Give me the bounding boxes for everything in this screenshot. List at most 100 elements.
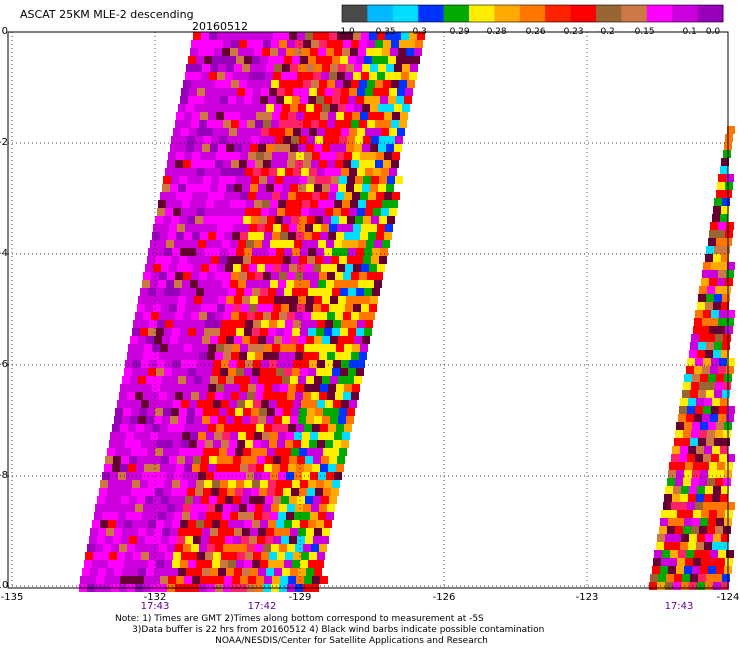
swath-cell	[273, 224, 281, 232]
swath-cell	[197, 552, 205, 560]
swath-cell	[272, 232, 280, 240]
swath-cell	[335, 312, 343, 320]
swath-cell	[716, 190, 724, 198]
swath-cell	[254, 48, 262, 56]
swath-cell	[146, 528, 154, 536]
swath-cell	[219, 448, 227, 456]
swath-cell	[327, 312, 335, 320]
swath-cell	[297, 224, 305, 232]
swath-cell	[314, 296, 322, 304]
swath-cell	[698, 574, 706, 582]
swath-cell	[274, 336, 282, 344]
swath-cell	[340, 56, 348, 64]
swath-cell	[201, 224, 209, 232]
swath-cell	[199, 40, 207, 48]
swath-cell	[190, 432, 198, 440]
swath-cell	[328, 384, 336, 392]
swath-cell	[323, 176, 331, 184]
swath-cell	[305, 32, 313, 40]
swath-cell	[709, 510, 717, 518]
swath-cell	[306, 64, 314, 72]
swath-cell	[245, 320, 253, 328]
swath-cell	[166, 280, 174, 288]
swath-cell	[204, 248, 212, 256]
lat-tick-label: -8	[0, 470, 8, 481]
swath-cell	[188, 480, 196, 488]
swath-cell	[177, 264, 185, 272]
swath-cell	[186, 336, 194, 344]
swath-cell	[232, 344, 240, 352]
swath-cell	[247, 544, 255, 552]
swath-cell	[323, 216, 331, 224]
swath-cell	[236, 560, 244, 568]
swath-cell	[686, 414, 694, 422]
swath-cell	[157, 440, 165, 448]
swath-cell	[308, 560, 316, 568]
swath-cell	[122, 376, 130, 384]
swath-cell	[252, 248, 260, 256]
swath-cell	[233, 224, 241, 232]
swath-cell	[189, 128, 197, 136]
swath-cell	[264, 464, 272, 472]
swath-cell	[157, 360, 165, 368]
swath-cell	[321, 264, 329, 272]
swath-cell	[238, 280, 246, 288]
swath-cell	[339, 448, 347, 456]
swath-cell	[246, 280, 254, 288]
swath-cell	[313, 456, 321, 464]
swath-cell	[137, 536, 145, 544]
swath-cell	[115, 448, 123, 456]
swath-cell	[280, 384, 288, 392]
swath-cell	[718, 318, 726, 326]
swath-cell	[193, 72, 201, 80]
swath-cell	[223, 392, 231, 400]
swath-cell	[312, 112, 320, 120]
swath-cell	[379, 216, 387, 224]
swath-cell	[335, 272, 343, 280]
swath-cell	[342, 280, 350, 288]
swath-cell	[136, 424, 144, 432]
swath-cell	[330, 184, 338, 192]
swath-cell	[362, 104, 370, 112]
swath-cell	[308, 288, 316, 296]
swath-cell	[227, 256, 235, 264]
swath-cell	[723, 286, 731, 294]
swath-cell	[346, 376, 354, 384]
swath-cell	[261, 552, 269, 560]
swath-cell	[142, 280, 150, 288]
swath-cell	[210, 336, 218, 344]
swath-cell	[275, 488, 283, 496]
swath-cell	[235, 448, 243, 456]
swath-cell	[290, 296, 298, 304]
swath-cell	[226, 376, 234, 384]
swath-cell	[153, 224, 161, 232]
swath-cell	[297, 264, 305, 272]
swath-cell	[301, 128, 309, 136]
swath-cell	[255, 312, 263, 320]
swath-cell	[258, 528, 266, 536]
swath-cell	[145, 536, 153, 544]
swath-cell	[138, 528, 146, 536]
swath-cell	[709, 230, 717, 238]
swath-cell	[163, 408, 171, 416]
swath-cell	[288, 576, 296, 584]
swath-cell	[387, 136, 395, 144]
swath-cell	[294, 200, 302, 208]
swath-cell	[687, 454, 695, 462]
swath-cell	[401, 72, 409, 80]
swath-cell	[343, 160, 351, 168]
swath-cell	[374, 280, 382, 288]
swath-cell	[717, 462, 725, 470]
swath-cell	[216, 112, 224, 120]
swath-cell	[280, 576, 288, 584]
swath-cell	[295, 392, 303, 400]
swath-cell	[194, 416, 202, 424]
swath-cell	[218, 376, 226, 384]
swath-cell	[115, 408, 123, 416]
swath-cell	[293, 360, 301, 368]
swath-cell	[162, 568, 170, 576]
swath-cell	[281, 536, 289, 544]
swath-cell	[299, 408, 307, 416]
swath-cell	[216, 424, 224, 432]
swath-cell	[234, 416, 242, 424]
